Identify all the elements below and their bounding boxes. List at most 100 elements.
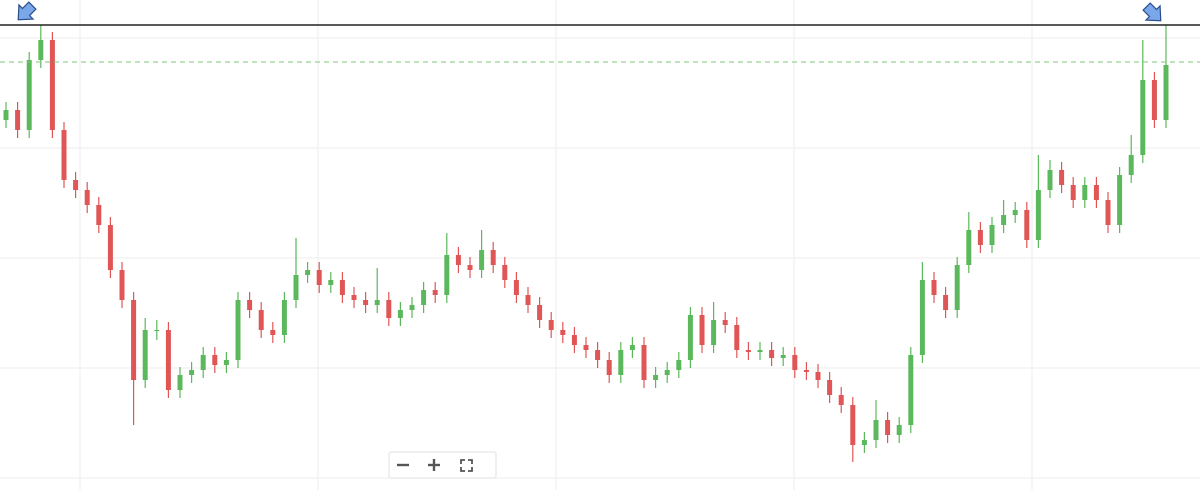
candle-body [386,300,392,318]
levels [0,24,1200,63]
candle-body [421,290,427,305]
candle-body [467,265,473,270]
candle-body [919,280,925,355]
candle-body [629,345,635,350]
candle-body [583,345,589,350]
candle-body [1024,210,1030,240]
candle-body [339,280,345,295]
candle-body [873,420,879,440]
candle-body [26,60,32,130]
candle-body [131,300,137,380]
candle-body [861,440,867,445]
candle-body [293,275,299,300]
candle-body [757,350,763,352]
candle-body [1082,185,1088,200]
candle-body [479,250,485,270]
candle-body [258,310,264,330]
candle-body [119,270,125,300]
candle-body [838,395,844,405]
zoom-in-button[interactable] [420,453,450,477]
candle-body [977,230,983,245]
candle-body [165,330,171,390]
candle-body [664,370,670,375]
candle-body [769,350,775,358]
candle-body [96,205,102,225]
candle-body [15,110,21,130]
candle-body [177,375,183,390]
candle-body [212,355,218,365]
candle-body [1151,80,1157,120]
candle-body [1070,185,1076,200]
candle-body [931,280,937,295]
zoom-toolbar [388,451,497,479]
candle-body [571,335,577,345]
candle-body [305,270,311,275]
candle-body [223,360,229,365]
candle-body [641,345,647,380]
candle-body [803,370,809,372]
fullscreen-button[interactable] [452,453,482,477]
candle-body [699,315,705,345]
candle-body [432,290,438,295]
candle-body [653,375,659,380]
candle-body [374,300,380,305]
candle-body [200,355,206,370]
candle-body [745,350,751,352]
candle-body [537,305,543,320]
candle-body [711,320,717,345]
candle-body [328,280,334,285]
candle-body [3,110,9,120]
zoom-out-button[interactable] [390,453,420,477]
marker-arrow [1142,2,1162,22]
candle-body [270,330,276,335]
candle-body [107,225,113,270]
candle-body [896,425,902,435]
candle-body [1001,215,1007,225]
candle-body [84,190,90,205]
candle-body [49,40,55,130]
candle-body [1012,210,1018,215]
candle-body [885,420,891,435]
candle-body [247,300,253,310]
candle-body [38,40,44,60]
candle-body [235,300,241,360]
candle-body [1047,170,1053,190]
candle-body [61,130,67,180]
candle-body [154,330,160,331]
candle-body [1140,80,1146,155]
candle-body [954,265,960,310]
candle-body [525,295,531,305]
candle-body [444,255,450,295]
candle-body [189,370,195,375]
candle-body [606,360,612,375]
candle-body [281,300,287,335]
candle-body [618,350,624,375]
candle-body [966,230,972,265]
candle-body [548,320,554,330]
candle-body [943,295,949,310]
candle-body [316,270,322,285]
candle-body [142,330,148,380]
candle-body [827,380,833,395]
candle-body [908,355,914,425]
vertical-grid [79,0,1033,490]
candle-body [351,295,357,300]
marker-arrow [17,1,37,21]
candle-body [73,180,79,190]
candle-body [397,310,403,318]
candle-body [595,350,601,360]
candle-body [513,280,519,295]
candle-body [687,315,693,360]
candle-body [1163,65,1169,120]
candle-body [815,372,821,380]
candle-body [989,225,995,245]
candles [3,25,1169,462]
grid [0,37,1200,479]
candle-body [502,265,508,280]
candle-body [792,355,798,370]
candle-body [1035,190,1041,240]
candle-body [722,320,728,325]
candle-body [734,325,740,350]
candle-body [676,360,682,370]
